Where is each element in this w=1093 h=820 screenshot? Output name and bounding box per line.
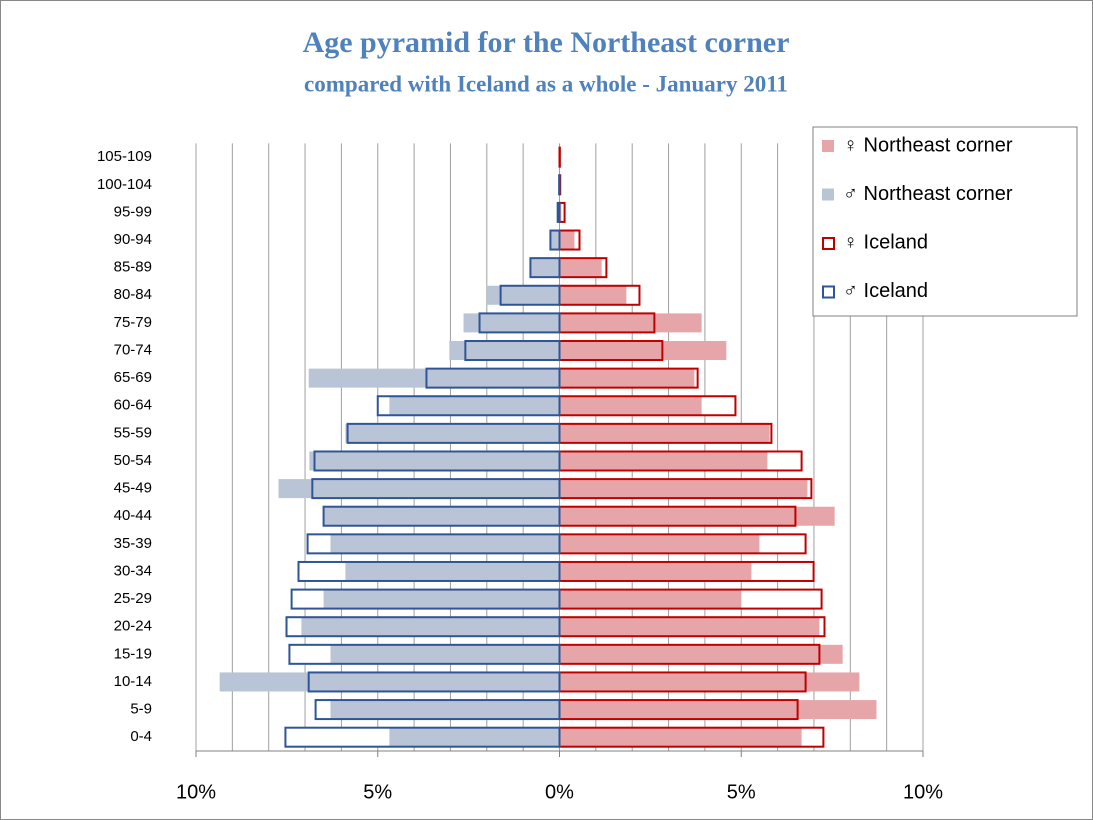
y-tick-label: 90-94 <box>114 231 152 248</box>
bar <box>284 726 561 748</box>
bar <box>307 671 561 693</box>
bar <box>486 285 560 305</box>
bar <box>345 423 560 443</box>
bar <box>556 201 561 223</box>
y-tick-label: 5-9 <box>130 701 152 718</box>
y-tick-label: 60-64 <box>114 397 152 414</box>
y-tick-label: 0-4 <box>130 728 152 745</box>
y-tick-label: 85-89 <box>114 259 152 276</box>
bar <box>330 700 560 720</box>
bar <box>463 313 560 333</box>
legend-box <box>812 126 1078 317</box>
y-tick-label: 75-79 <box>114 314 152 331</box>
bar <box>549 229 561 251</box>
bar <box>330 534 560 554</box>
bar <box>559 285 627 305</box>
bar <box>559 423 770 443</box>
y-tick-label: 70-74 <box>114 341 152 358</box>
y-tick-label: 45-49 <box>114 480 152 497</box>
bar <box>499 284 561 306</box>
bar <box>323 589 560 609</box>
bar <box>278 479 560 499</box>
y-tick-label: 100-104 <box>97 176 152 193</box>
bar <box>464 340 561 362</box>
y-tick-label: 25-29 <box>114 590 152 607</box>
bar <box>529 257 561 279</box>
bar <box>559 396 702 416</box>
bar <box>376 395 561 417</box>
bar <box>314 699 561 721</box>
bar <box>559 727 802 747</box>
bar <box>530 258 560 278</box>
chart-title: Age pyramid for the Northeast corner <box>303 26 790 59</box>
bar <box>288 643 561 665</box>
legend-label: ♀ Iceland <box>843 231 928 253</box>
y-tick-label: 35-39 <box>114 535 152 552</box>
y-tick-label: 105-109 <box>97 148 152 165</box>
bar <box>559 230 575 250</box>
bar <box>559 700 877 720</box>
legend-swatch <box>822 285 835 299</box>
legend-swatch <box>822 188 834 201</box>
bar <box>559 506 835 526</box>
bar <box>309 451 560 471</box>
bar <box>297 560 561 582</box>
bar <box>559 313 702 333</box>
bar <box>311 478 561 500</box>
y-tick-label: 80-84 <box>114 286 152 303</box>
x-tick-label: 5% <box>727 781 756 803</box>
y-tick-label: 10-14 <box>114 673 152 690</box>
legend-label: ♂ Northeast corner <box>843 183 1013 205</box>
y-tick-label: 40-44 <box>114 507 152 524</box>
bar <box>559 644 843 664</box>
y-tick-label: 55-59 <box>114 424 152 441</box>
bar <box>323 506 560 526</box>
bar <box>550 230 560 250</box>
bar <box>322 505 561 527</box>
bar <box>559 561 752 581</box>
bar <box>308 368 560 388</box>
bar <box>559 258 602 278</box>
x-tick-label: 10% <box>176 781 216 803</box>
bar <box>559 617 820 637</box>
x-tick-label: 5% <box>363 781 392 803</box>
bar <box>345 561 560 581</box>
bar <box>559 368 695 388</box>
legend-label: ♂ Iceland <box>843 280 928 302</box>
bar <box>559 451 768 471</box>
chart-subtitle: compared with Iceland as a whole - Janua… <box>304 71 788 96</box>
bar <box>559 479 808 499</box>
bar <box>219 672 560 692</box>
bar <box>559 672 860 692</box>
y-tick-label: 20-24 <box>114 618 152 635</box>
bar <box>313 450 561 472</box>
bar <box>559 341 727 361</box>
bar <box>306 533 561 555</box>
bar <box>389 396 560 416</box>
x-tick-label: 0% <box>545 781 574 803</box>
bar <box>290 588 561 610</box>
bar-backing <box>559 202 565 222</box>
legend-swatch <box>822 140 834 152</box>
bar <box>330 644 560 664</box>
y-tick-label: 50-54 <box>114 452 152 469</box>
bar <box>285 616 561 638</box>
y-tick-label: 15-19 <box>114 645 152 662</box>
legend-swatch <box>822 237 835 250</box>
y-tick-label: 95-99 <box>114 203 152 220</box>
bar <box>478 312 561 334</box>
x-tick-label: 10% <box>903 781 943 803</box>
bar <box>559 589 742 609</box>
bar <box>559 534 760 554</box>
bar <box>389 727 560 747</box>
bar <box>346 422 561 444</box>
bar <box>425 367 561 389</box>
bar <box>449 341 560 361</box>
bar <box>301 617 560 637</box>
y-tick-label: 65-69 <box>114 369 152 386</box>
y-tick-label: 30-34 <box>114 562 152 579</box>
legend-label: ♀ Northeast corner <box>843 134 1013 156</box>
